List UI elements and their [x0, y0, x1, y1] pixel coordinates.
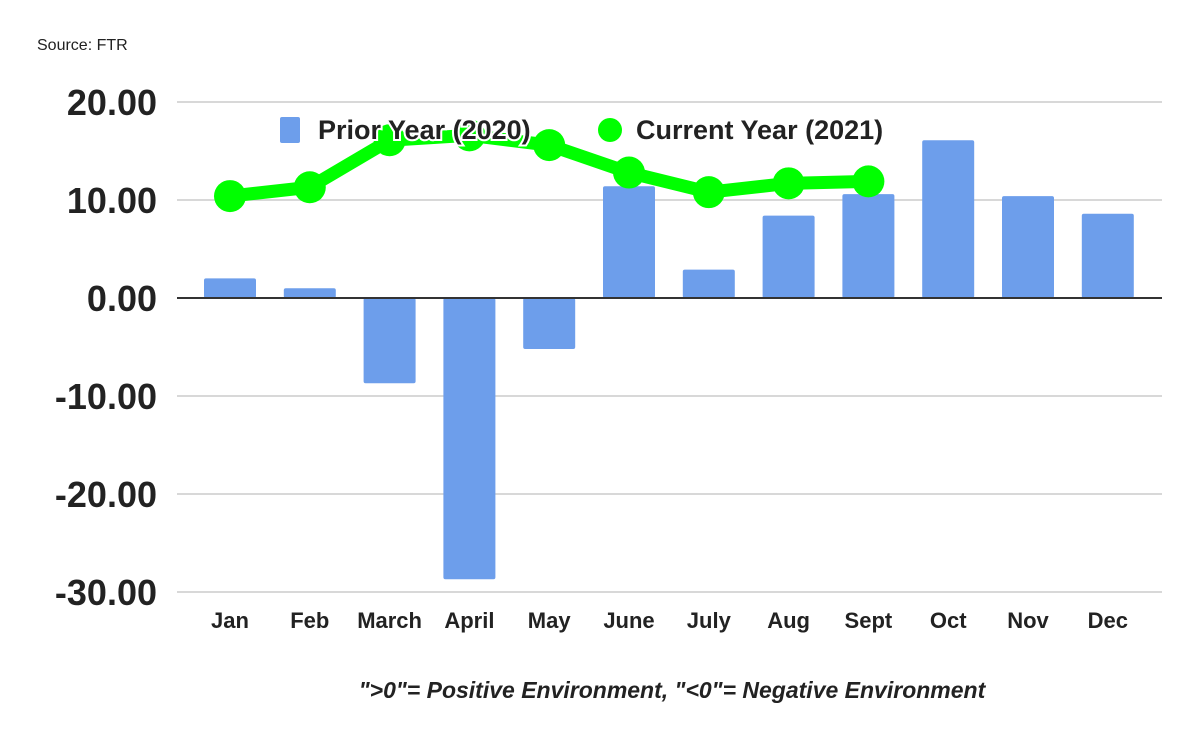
source-label: Source: FTR	[37, 37, 128, 54]
x-tick-label: Sept	[845, 608, 893, 633]
x-tick-label: Feb	[290, 608, 329, 633]
x-tick-label: March	[357, 608, 422, 633]
legend-swatch-current	[598, 118, 622, 142]
y-tick-label: -10.00	[55, 376, 157, 417]
bar-july	[682, 269, 735, 298]
point-sept	[852, 165, 885, 198]
x-tick-label: Jan	[211, 608, 249, 633]
point-july	[692, 176, 725, 209]
bar-jan	[204, 278, 256, 298]
y-tick-label: 10.00	[67, 180, 157, 221]
y-tick-label: -30.00	[55, 572, 157, 613]
bar-sept	[842, 194, 895, 298]
x-axis-note: ">0"= Positive Environment, "<0"= Negati…	[359, 677, 987, 703]
x-tick-label: Dec	[1088, 608, 1128, 633]
bar-dec	[1081, 213, 1134, 298]
x-tick-label: Aug	[767, 608, 810, 633]
x-tick-label: Nov	[1007, 608, 1049, 633]
bar-april	[443, 298, 496, 580]
legend-swatch-prior	[280, 117, 300, 143]
y-tick-label: 20.00	[67, 82, 157, 123]
bar-nov	[1002, 196, 1054, 298]
point-june	[613, 156, 645, 189]
x-tick-label: June	[603, 608, 654, 633]
point-feb	[293, 171, 326, 204]
x-tick-label: July	[687, 608, 732, 633]
bar-may	[523, 298, 576, 349]
bar-march	[363, 298, 416, 384]
bar-aug	[762, 215, 815, 298]
bar-june	[603, 186, 655, 298]
legend-label-current: Current Year (2021)	[636, 115, 883, 145]
bar-oct	[922, 140, 975, 298]
y-tick-label: -20.00	[55, 474, 157, 515]
x-tick-label: May	[528, 608, 572, 633]
x-tick-label: Oct	[930, 608, 967, 633]
point-aug	[772, 167, 805, 200]
legend-label-prior: Prior Year (2020)	[318, 115, 531, 145]
y-tick-label: 0.00	[87, 278, 157, 319]
bar-feb	[283, 288, 336, 298]
x-tick-label: April	[444, 608, 494, 633]
point-march	[373, 124, 406, 157]
point-jan	[214, 180, 246, 213]
point-may	[533, 129, 566, 162]
point-april	[453, 119, 486, 152]
